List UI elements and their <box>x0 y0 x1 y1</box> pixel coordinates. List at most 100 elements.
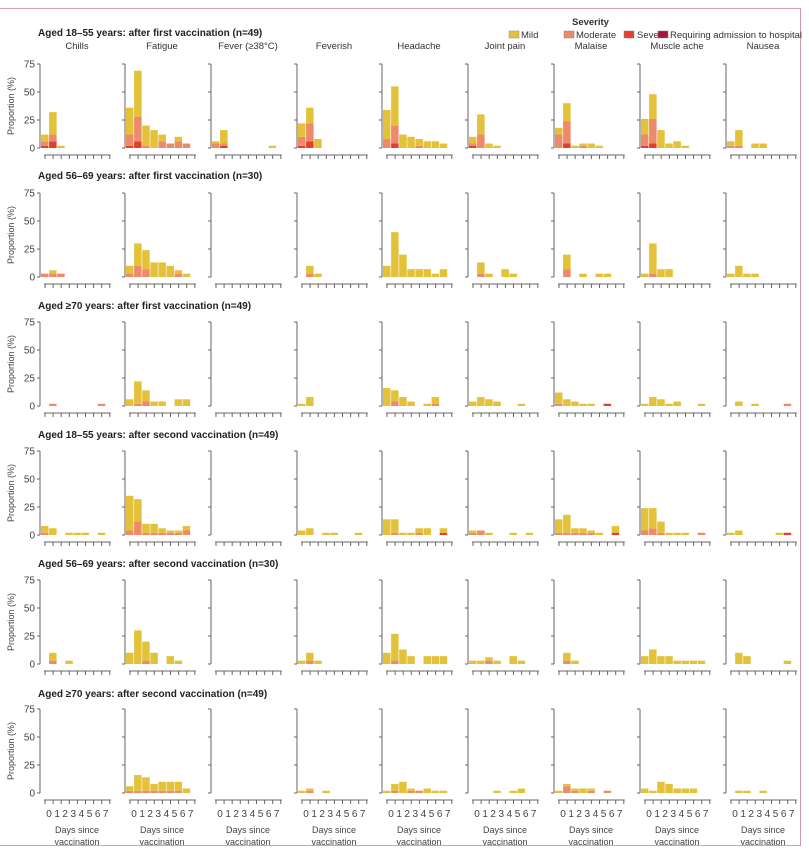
bar-moderate <box>49 273 57 277</box>
bar-mild <box>517 660 526 664</box>
bar-mild <box>81 532 89 535</box>
bar-mild <box>423 528 431 535</box>
bar-moderate <box>657 532 665 535</box>
bar-mild <box>555 392 563 404</box>
row-title: Aged ≥70 years: after second vaccination… <box>38 689 267 700</box>
x-tick-label: 6 <box>523 809 529 820</box>
bar-mild <box>383 519 391 535</box>
x-tick-label: 7 <box>274 809 280 820</box>
bar-mild <box>142 250 150 270</box>
bar-mild <box>469 530 477 533</box>
x-axis-label-line1: Days since <box>397 825 441 835</box>
bar-mild <box>469 136 477 144</box>
bar-mild <box>431 141 440 148</box>
bar-moderate <box>697 532 706 535</box>
bar-severe <box>649 143 657 148</box>
bar-mild <box>563 652 571 661</box>
legend-swatch-hospital <box>657 30 669 39</box>
bar-moderate <box>134 790 142 793</box>
bar-mild <box>735 652 743 664</box>
legend-label-severe: Severe <box>637 30 667 41</box>
panel-title-feverish: Feverish <box>316 41 352 52</box>
x-tick-label: 3 <box>156 809 162 820</box>
bar-mild <box>439 143 448 148</box>
bar-moderate <box>383 139 391 148</box>
bar-moderate <box>603 790 612 793</box>
x-tick-label: 7 <box>531 809 537 820</box>
bar-mild <box>383 388 391 406</box>
x-tick-label: 6 <box>95 809 101 820</box>
bar-mild <box>399 532 407 535</box>
bar-mild <box>689 660 698 664</box>
y-tick-label: 50 <box>24 217 36 228</box>
bar-mild <box>571 145 579 148</box>
bar-mild <box>665 143 673 148</box>
y-tick-label: 75 <box>24 447 36 458</box>
figure-frame <box>0 8 801 846</box>
bar-moderate <box>142 660 150 664</box>
bar-moderate <box>477 273 485 277</box>
bar-mild <box>509 656 517 664</box>
x-tick-label: 0 <box>217 809 223 820</box>
x-tick-label: 1 <box>54 809 60 820</box>
bar-mild <box>735 530 743 535</box>
bar-moderate <box>126 273 134 277</box>
row-title: Aged 18–55 years: after second vaccinati… <box>38 430 278 441</box>
panel-title-fever-c-: Fever (≥38°C) <box>218 41 278 52</box>
x-tick-label: 1 <box>654 809 660 820</box>
bar-moderate <box>212 143 220 148</box>
bar-mild <box>563 399 571 406</box>
y-tick-label: 0 <box>29 144 35 155</box>
x-tick-label: 1 <box>396 809 402 820</box>
bar-mild <box>587 530 595 533</box>
bar-mild <box>665 784 673 793</box>
x-tick-label: 5 <box>258 809 264 820</box>
bar-moderate <box>298 136 306 146</box>
panel-title-muscle-ache: Muscle ache <box>650 41 703 52</box>
x-tick-label: 4 <box>507 809 513 820</box>
bar-moderate <box>783 403 792 406</box>
bar-mild <box>298 790 306 793</box>
bar-mild <box>306 107 314 124</box>
bar-mild <box>97 532 106 535</box>
y-tick-label: 0 <box>29 273 35 284</box>
bar-mild <box>431 397 440 404</box>
bar-mild <box>415 139 423 146</box>
bar-mild <box>649 397 657 406</box>
x-axis-label-line1: Days since <box>569 825 613 835</box>
bar-moderate <box>485 660 493 664</box>
bar-moderate <box>306 790 314 793</box>
bar-mild <box>439 269 448 277</box>
bar-mild <box>314 660 322 664</box>
x-tick-label: 0 <box>732 809 738 820</box>
bar-mild <box>182 526 191 531</box>
x-tick-label: 7 <box>703 809 709 820</box>
bar-mild <box>783 660 792 664</box>
bar-mild <box>641 656 649 664</box>
bar-mild <box>306 652 314 661</box>
bar-moderate <box>469 143 477 146</box>
bar-mild <box>150 401 158 406</box>
x-tick-label: 6 <box>180 809 186 820</box>
x-tick-label: 1 <box>225 809 231 820</box>
bar-moderate <box>126 790 134 793</box>
bar-moderate <box>563 269 571 277</box>
bar-mild <box>571 788 579 791</box>
bar-mild <box>134 381 142 404</box>
bar-severe <box>469 145 477 148</box>
bar-severe <box>306 141 314 148</box>
bar-moderate <box>97 403 106 406</box>
bar-mild <box>579 528 587 533</box>
bar-severe <box>49 141 57 148</box>
bar-moderate <box>174 273 183 277</box>
bar-moderate <box>150 532 158 535</box>
bar-mild <box>298 530 306 535</box>
bar-moderate <box>587 532 595 535</box>
bar-mild <box>555 790 563 793</box>
bar-mild <box>158 781 166 791</box>
bar-mild <box>298 403 306 406</box>
y-axis-label: Proportion (%) <box>6 593 16 651</box>
bar-moderate <box>571 532 579 535</box>
y-tick-label: 75 <box>24 60 36 71</box>
bar-moderate <box>469 532 477 535</box>
